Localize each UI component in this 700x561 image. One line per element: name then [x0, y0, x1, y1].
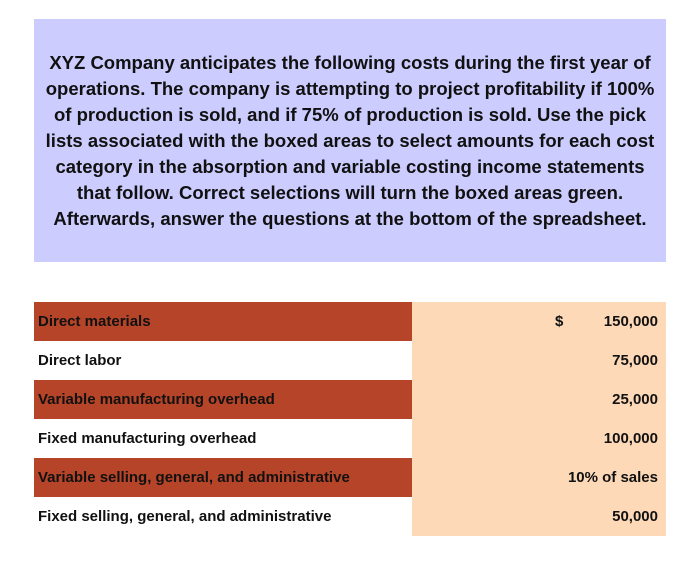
table-row: Fixed manufacturing overhead 100,000	[34, 419, 666, 458]
instructions-box: XYZ Company anticipates the following co…	[34, 19, 666, 262]
direct-materials-value-cell: $ 150,000	[412, 302, 666, 341]
table-row: Direct labor 75,000	[34, 341, 666, 380]
table-row: Variable selling, general, and administr…	[34, 458, 666, 497]
instructions-text: XYZ Company anticipates the following co…	[45, 51, 655, 229]
variable-sga-label: Variable selling, general, and administr…	[34, 458, 412, 497]
variable-mfg-overhead-value: 25,000	[612, 391, 658, 408]
table-row: Fixed selling, general, and administrati…	[34, 497, 666, 536]
fixed-sga-label: Fixed selling, general, and administrati…	[34, 497, 412, 536]
direct-materials-value: 150,000	[603, 313, 658, 330]
variable-mfg-overhead-value-cell: 25,000	[412, 380, 666, 419]
variable-sga-value: 10% of sales	[567, 469, 658, 486]
direct-materials-label: Direct materials	[34, 302, 412, 341]
direct-labor-value-cell: 75,000	[412, 341, 666, 380]
fixed-mfg-overhead-value-cell: 100,000	[412, 419, 666, 458]
table-row: Direct materials $ 150,000	[34, 302, 666, 341]
direct-labor-value: 75,000	[612, 352, 658, 369]
fixed-sga-value: 50,000	[612, 508, 658, 525]
fixed-sga-value-cell: 50,000	[412, 497, 666, 536]
cost-table: Direct materials $ 150,000 Direct labor …	[34, 302, 666, 536]
direct-labor-label: Direct labor	[34, 341, 412, 380]
fixed-mfg-overhead-value: 100,000	[603, 430, 658, 447]
currency-symbol: $	[555, 313, 564, 330]
table-row: Variable manufacturing overhead 25,000	[34, 380, 666, 419]
variable-sga-value-cell: 10% of sales	[412, 458, 666, 497]
variable-mfg-overhead-label: Variable manufacturing overhead	[34, 380, 412, 419]
fixed-mfg-overhead-label: Fixed manufacturing overhead	[34, 419, 412, 458]
